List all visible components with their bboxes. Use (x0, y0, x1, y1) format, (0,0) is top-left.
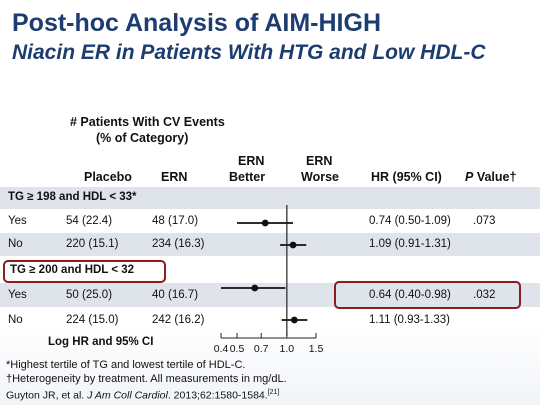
hr-point (251, 284, 259, 292)
col-ern-worse-2: Worse (301, 170, 339, 184)
ern-g2-no: 242 (16.2) (152, 314, 205, 326)
p-g1-yes: .073 (473, 215, 496, 227)
slide-title: Post-hoc Analysis of AIM-HIGH (12, 9, 382, 37)
col-p-value: P Value† (465, 170, 517, 184)
row-band-1 (0, 233, 540, 256)
x-tick-label: 0.5 (230, 343, 245, 355)
result-highlight-box (334, 281, 521, 309)
row-label-g1-no: No (8, 238, 23, 250)
col-ern-better-2: Better (229, 170, 266, 184)
hr-point (289, 241, 297, 249)
hr-g2-no: 1.11 (0.93-1.33) (369, 314, 450, 326)
p-g2-yes: .032 (473, 289, 496, 301)
events-header-line2: (% of Category) (96, 131, 189, 145)
group-label-1: TG ≥ 198 and HDL < 33* (8, 191, 137, 203)
ern-g1-yes: 48 (17.0) (152, 215, 199, 227)
ern-g2-yes: 40 (16.7) (152, 289, 199, 301)
hr-g2-yes: 0.64 (0.40-0.98) (369, 289, 451, 301)
x-axis-label: Log HR and 95% CI (48, 336, 154, 348)
ern-g1-no: 234 (16.3) (152, 238, 205, 250)
footnote-1: *Highest tertile of TG and lowest tertil… (6, 359, 246, 371)
footnote-2: †Heterogeneity by treatment. All measure… (6, 373, 287, 385)
col-ern-worse-1: ERN (306, 154, 333, 168)
col-placebo: Placebo (84, 170, 132, 184)
x-tick-label: 0.7 (254, 343, 269, 355)
group-highlight-box (3, 260, 166, 283)
x-tick-label: 0.4 (214, 343, 229, 355)
col-ern: ERN (161, 170, 188, 184)
row-label-g2-yes: Yes (8, 289, 27, 301)
hr-g1-no: 1.09 (0.91-1.31) (369, 238, 451, 250)
placebo-g1-no: 220 (15.1) (66, 238, 119, 250)
placebo-g2-no: 224 (15.0) (66, 314, 119, 326)
slide-subtitle: Niacin ER in Patients With HTG and Low H… (12, 41, 486, 64)
hr-point (290, 316, 298, 324)
group-label-2: TG ≥ 200 and HDL < 32 (10, 264, 135, 276)
hr-g1-yes: 0.74 (0.50-1.09) (369, 215, 451, 227)
placebo-g1-yes: 54 (22.4) (66, 215, 113, 227)
x-tick-label: 1.0 (280, 343, 295, 355)
hr-point (261, 219, 269, 227)
row-label-g1-yes: Yes (8, 215, 27, 227)
group-header-band-1 (0, 187, 540, 209)
citation: Guyton JR, et al. J Am Coll Cardiol. 201… (6, 389, 280, 402)
col-ern-better-1: ERN (238, 154, 265, 168)
placebo-g2-yes: 50 (25.0) (66, 289, 113, 301)
col-hr: HR (95% CI) (371, 170, 442, 184)
row-band-2 (0, 283, 540, 307)
x-tick-label: 1.5 (309, 343, 324, 355)
events-header-line1: # Patients With CV Events (70, 115, 225, 129)
row-label-g2-no: No (8, 314, 23, 326)
